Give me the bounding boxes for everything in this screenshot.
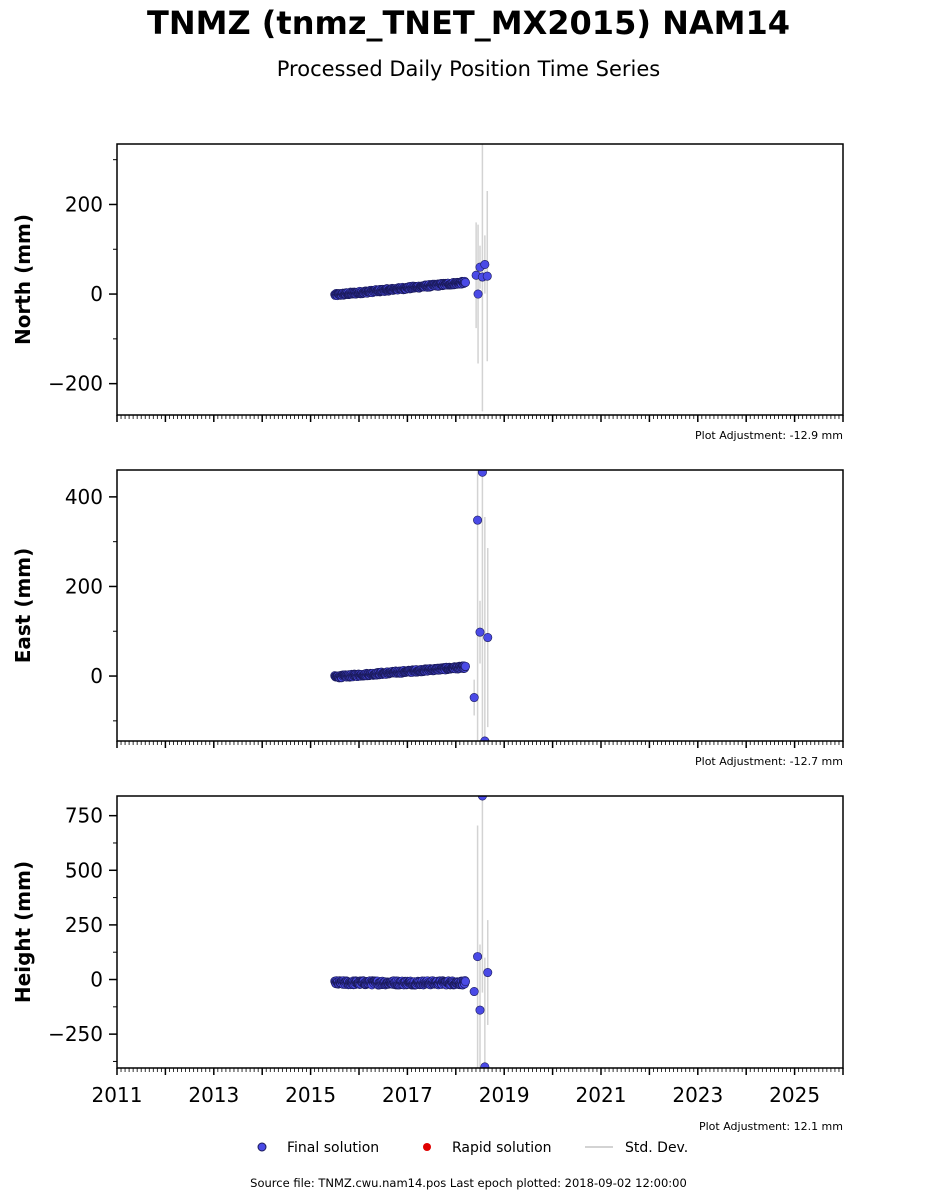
final-solution-point (460, 277, 470, 287)
chart-title: TNMZ (tnmz_TNET_MX2015) NAM14 (146, 4, 791, 42)
final-solution-point (483, 968, 493, 978)
final-solution-point (460, 977, 470, 987)
final-solution-point (475, 1005, 485, 1015)
y-tick-label: −250 (48, 1022, 103, 1046)
plot-adjustment-label: Plot Adjustment: -12.9 mm (695, 429, 843, 442)
x-tick-label: 2019 (479, 1083, 530, 1107)
plot-adjustment-label: Plot Adjustment: 12.1 mm (699, 1120, 843, 1133)
y-tick-label: 750 (65, 804, 103, 828)
y-axis-label: North (mm) (11, 214, 35, 345)
y-tick-label: 0 (90, 282, 103, 306)
y-tick-label: 200 (65, 574, 103, 598)
x-tick-label: 2023 (672, 1083, 723, 1107)
final-solution-point (482, 271, 492, 281)
y-axis-label: East (mm) (11, 548, 35, 664)
final-solution-point (460, 661, 470, 671)
legend-rapid-label: Rapid solution (452, 1140, 552, 1156)
x-tick-label: 2025 (769, 1083, 820, 1107)
final-solution-point (477, 796, 487, 801)
final-solution-point (480, 259, 490, 269)
legend: Final solution Rapid solution Std. Dev. (257, 1140, 688, 1156)
y-tick-label: 0 (90, 968, 103, 992)
legend-final-label: Final solution (287, 1140, 379, 1156)
panels-group: −200 0 200 North (mm) Plot Adjustment: -12.9… (11, 143, 844, 1133)
panel-height: −250 0 250 500 750 2011 2013 2015 2017 2019 2021 20… (11, 795, 844, 1133)
y-tick-label: −200 (48, 372, 103, 396)
final-solution-point (477, 470, 487, 477)
final-solution-point (475, 627, 485, 637)
y-tick-label: 250 (65, 913, 103, 937)
panel-north: −200 0 200 North (mm) Plot Adjustment: -12.9… (11, 143, 844, 442)
y-axis-label: Height (mm) (11, 861, 35, 1003)
legend-rapid-marker (423, 1143, 431, 1151)
plot-adjustment-label: Plot Adjustment: -12.7 mm (695, 755, 843, 768)
x-tick-label: 2015 (285, 1083, 336, 1107)
y-tick-label: 200 (65, 192, 103, 216)
legend-final-marker (257, 1142, 267, 1152)
x-tick-label: 2013 (188, 1083, 239, 1107)
final-solution-point (473, 952, 483, 962)
final-solution-point (469, 987, 479, 997)
final-solution-point (469, 693, 479, 703)
plot-area (330, 144, 492, 412)
chart-subtitle: Processed Daily Position Time Series (276, 57, 661, 81)
legend-std-label: Std. Dev. (625, 1140, 688, 1156)
plot-area (330, 796, 493, 1068)
x-tick-label: 2011 (92, 1083, 143, 1107)
final-solution-point (480, 1062, 490, 1068)
final-solution-point (473, 515, 483, 525)
source-footer: Source file: TNMZ.cwu.nam14.pos Last epo… (250, 1176, 687, 1190)
y-tick-label: 500 (65, 858, 103, 882)
plot-area (330, 470, 493, 741)
final-solution-point (473, 289, 483, 299)
y-tick-label: 400 (65, 485, 103, 509)
final-solution-point (483, 633, 493, 643)
panel-east: 0 200 400 East (mm) Plot Adjustment: -12.7 m… (11, 469, 844, 768)
y-tick-label: 0 (90, 664, 103, 688)
x-tick-label: 2021 (576, 1083, 627, 1107)
x-tick-label: 2017 (382, 1083, 433, 1107)
